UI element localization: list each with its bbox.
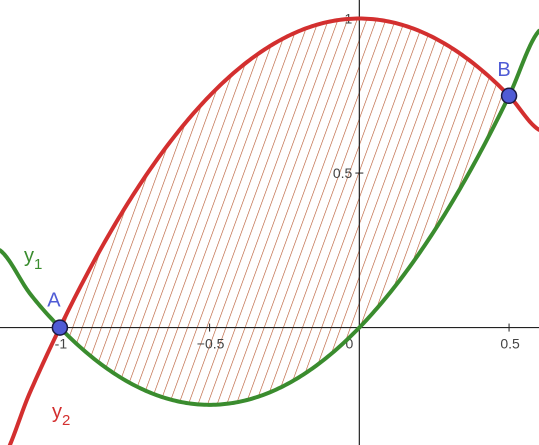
x-tick-label: −0.5: [197, 336, 225, 352]
y-tick-label: 0.5: [333, 165, 353, 181]
point-B: [500, 87, 518, 105]
curve-label-subscript: 1: [34, 256, 42, 273]
shaded-region-layer: [59, 18, 510, 405]
point-A: [51, 319, 69, 336]
x-tick-label: 0.5: [500, 336, 520, 352]
x-tick-label: -1: [55, 336, 68, 352]
tick-labels: -1 −0.5 0 0.50.51: [55, 11, 520, 352]
curve-label-y1: y1: [24, 245, 42, 273]
points: AB: [47, 59, 518, 336]
shaded-region: [59, 18, 510, 405]
curve-label-y2: y2: [52, 401, 70, 429]
curve-y2: [7, 16, 539, 445]
x-tick-label: 0: [346, 336, 354, 352]
curves: [0, 16, 539, 445]
curve-y1: [0, 28, 539, 407]
point-label-A: A: [47, 290, 61, 312]
point-label-B: B: [497, 59, 510, 81]
curve-label-subscript: 2: [62, 412, 70, 429]
